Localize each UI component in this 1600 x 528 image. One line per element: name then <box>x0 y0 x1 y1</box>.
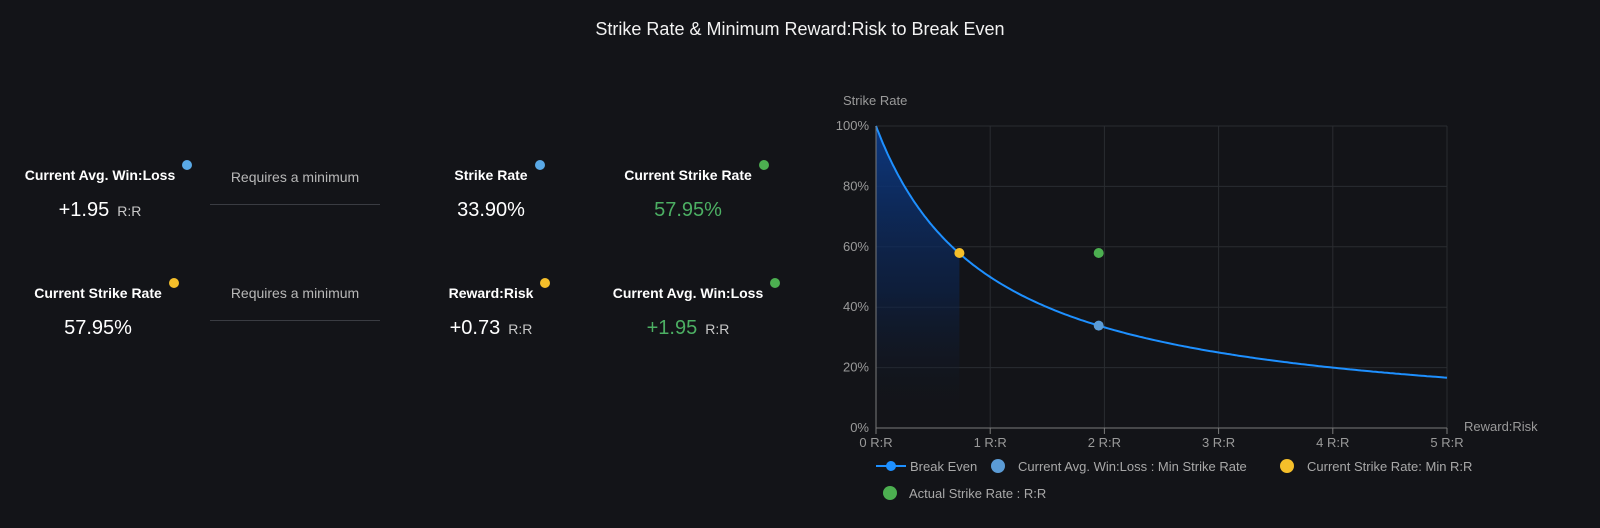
requires-minimum: Requires a minimum <box>210 169 380 205</box>
stat-label: Strike Rate <box>454 160 545 183</box>
x-tick-label: 5 R:R <box>1430 435 1463 450</box>
divider <box>210 204 380 205</box>
x-tick-label: 3 R:R <box>1202 435 1235 450</box>
stat-strike-rate: Strike Rate 33.90% <box>401 160 581 222</box>
yellow-dot-icon <box>168 278 179 288</box>
x-tick-label: 1 R:R <box>974 435 1007 450</box>
green-circle-icon <box>883 486 897 500</box>
page-title: Strike Rate & Minimum Reward:Risk to Bre… <box>595 19 1005 39</box>
stat-current-avg-win-loss: Current Avg. Win:Loss +1.95 R:R <box>10 160 193 222</box>
y-tick-label: 20% <box>843 360 869 375</box>
stat-value: 57.95% <box>654 199 722 221</box>
stat-value: 57.95% <box>64 317 132 339</box>
stat-reward-risk: Reward:Risk +0.73 R:R <box>401 278 581 340</box>
yellow-circle-icon <box>1280 459 1294 473</box>
green-dot-icon <box>770 278 781 288</box>
stat-label: Current Strike Rate <box>624 160 769 183</box>
x-tick-label: 0 R:R <box>859 435 892 450</box>
stat-value: +1.95 R:R <box>58 199 142 221</box>
blue-dot-icon <box>534 160 545 170</box>
stat-value: 33.90% <box>457 199 525 221</box>
line-swatch-icon <box>876 461 906 471</box>
stat-value: +0.73 R:R <box>449 317 533 339</box>
stat-label: Current Strike Rate <box>34 278 179 301</box>
divider <box>210 320 380 321</box>
stat-label: Current Avg. Win:Loss <box>25 160 193 183</box>
stat-label: Current Avg. Win:Loss <box>613 278 781 301</box>
requires-minimum-2: Requires a minimum <box>210 285 380 321</box>
y-tick-label: 80% <box>843 178 869 193</box>
legend-label: Current Strike Rate: Min R:R <box>1307 459 1473 474</box>
y-tick-label: 0% <box>850 420 869 435</box>
break-even-area <box>876 126 960 428</box>
legend-label: Break Even <box>910 459 978 474</box>
y-tick-label: 40% <box>843 299 869 314</box>
legend-label: Current Avg. Win:Loss : Min Strike Rate <box>1018 459 1247 474</box>
stat-current-strike-rate-2: Current Strike Rate 57.95% <box>8 278 188 340</box>
point-actual-strike <box>1093 248 1104 258</box>
green-dot-icon <box>758 160 769 170</box>
legend-label: Actual Strike Rate : R:R <box>909 486 1047 501</box>
stat-value: +1.95 R:R <box>646 317 730 339</box>
blue-circle-icon <box>991 459 1005 473</box>
blue-dot-icon <box>182 160 193 170</box>
stat-current-avg-win-loss-2: Current Avg. Win:Loss +1.95 R:R <box>598 278 781 340</box>
x-tick-label: 4 R:R <box>1316 435 1349 450</box>
point-current-strike-min-rr <box>954 248 965 258</box>
x-tick-label: 2 R:R <box>1088 435 1121 450</box>
y-axis-label: Strike Rate <box>843 93 907 108</box>
stat-label: Reward:Risk <box>449 278 551 301</box>
yellow-dot-icon <box>540 278 551 288</box>
y-tick-label: 60% <box>843 239 869 254</box>
y-tick-label: 100% <box>836 118 870 133</box>
point-current-avg-min-strike <box>1093 320 1104 331</box>
x-axis-label: Reward:Risk <box>1464 419 1538 434</box>
stat-current-strike-rate: Current Strike Rate 57.95% <box>598 160 778 222</box>
